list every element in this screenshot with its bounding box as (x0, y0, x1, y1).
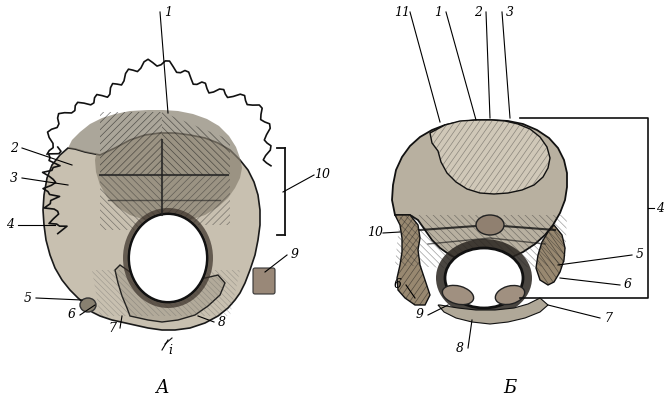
Polygon shape (395, 215, 430, 305)
Text: 8: 8 (456, 341, 464, 354)
Text: 9: 9 (291, 249, 299, 262)
Text: 3: 3 (506, 6, 514, 19)
Text: 6: 6 (624, 279, 632, 292)
Ellipse shape (80, 298, 96, 312)
Ellipse shape (442, 286, 474, 305)
Ellipse shape (496, 286, 525, 305)
Text: 5: 5 (24, 292, 32, 305)
Text: i: i (168, 343, 172, 356)
Text: 2: 2 (474, 6, 482, 19)
Text: 7: 7 (604, 311, 612, 324)
Polygon shape (115, 265, 225, 322)
Text: 7: 7 (108, 322, 116, 335)
Text: 1: 1 (164, 6, 172, 19)
Polygon shape (536, 225, 565, 285)
Polygon shape (43, 133, 260, 330)
Ellipse shape (129, 214, 207, 302)
Polygon shape (430, 120, 550, 194)
Text: 5: 5 (636, 249, 644, 262)
Text: 1: 1 (434, 6, 442, 19)
Text: 11: 11 (394, 6, 410, 19)
Polygon shape (68, 110, 242, 223)
Text: 6: 6 (394, 279, 402, 292)
Text: 4: 4 (656, 202, 664, 215)
Text: 8: 8 (218, 315, 226, 328)
Polygon shape (392, 120, 567, 264)
Text: 2: 2 (10, 141, 18, 154)
Ellipse shape (129, 214, 207, 302)
FancyBboxPatch shape (253, 268, 275, 294)
Ellipse shape (123, 208, 213, 308)
Text: 6: 6 (68, 309, 76, 322)
Text: 3: 3 (10, 171, 18, 185)
Ellipse shape (445, 248, 523, 308)
Ellipse shape (476, 215, 504, 235)
Text: А: А (155, 379, 169, 397)
Text: 10: 10 (367, 226, 383, 239)
Polygon shape (438, 298, 548, 324)
Text: 9: 9 (416, 309, 424, 322)
Text: Б: Б (504, 379, 517, 397)
Ellipse shape (436, 239, 532, 317)
Text: 4: 4 (6, 219, 14, 232)
Text: 10: 10 (314, 168, 330, 181)
